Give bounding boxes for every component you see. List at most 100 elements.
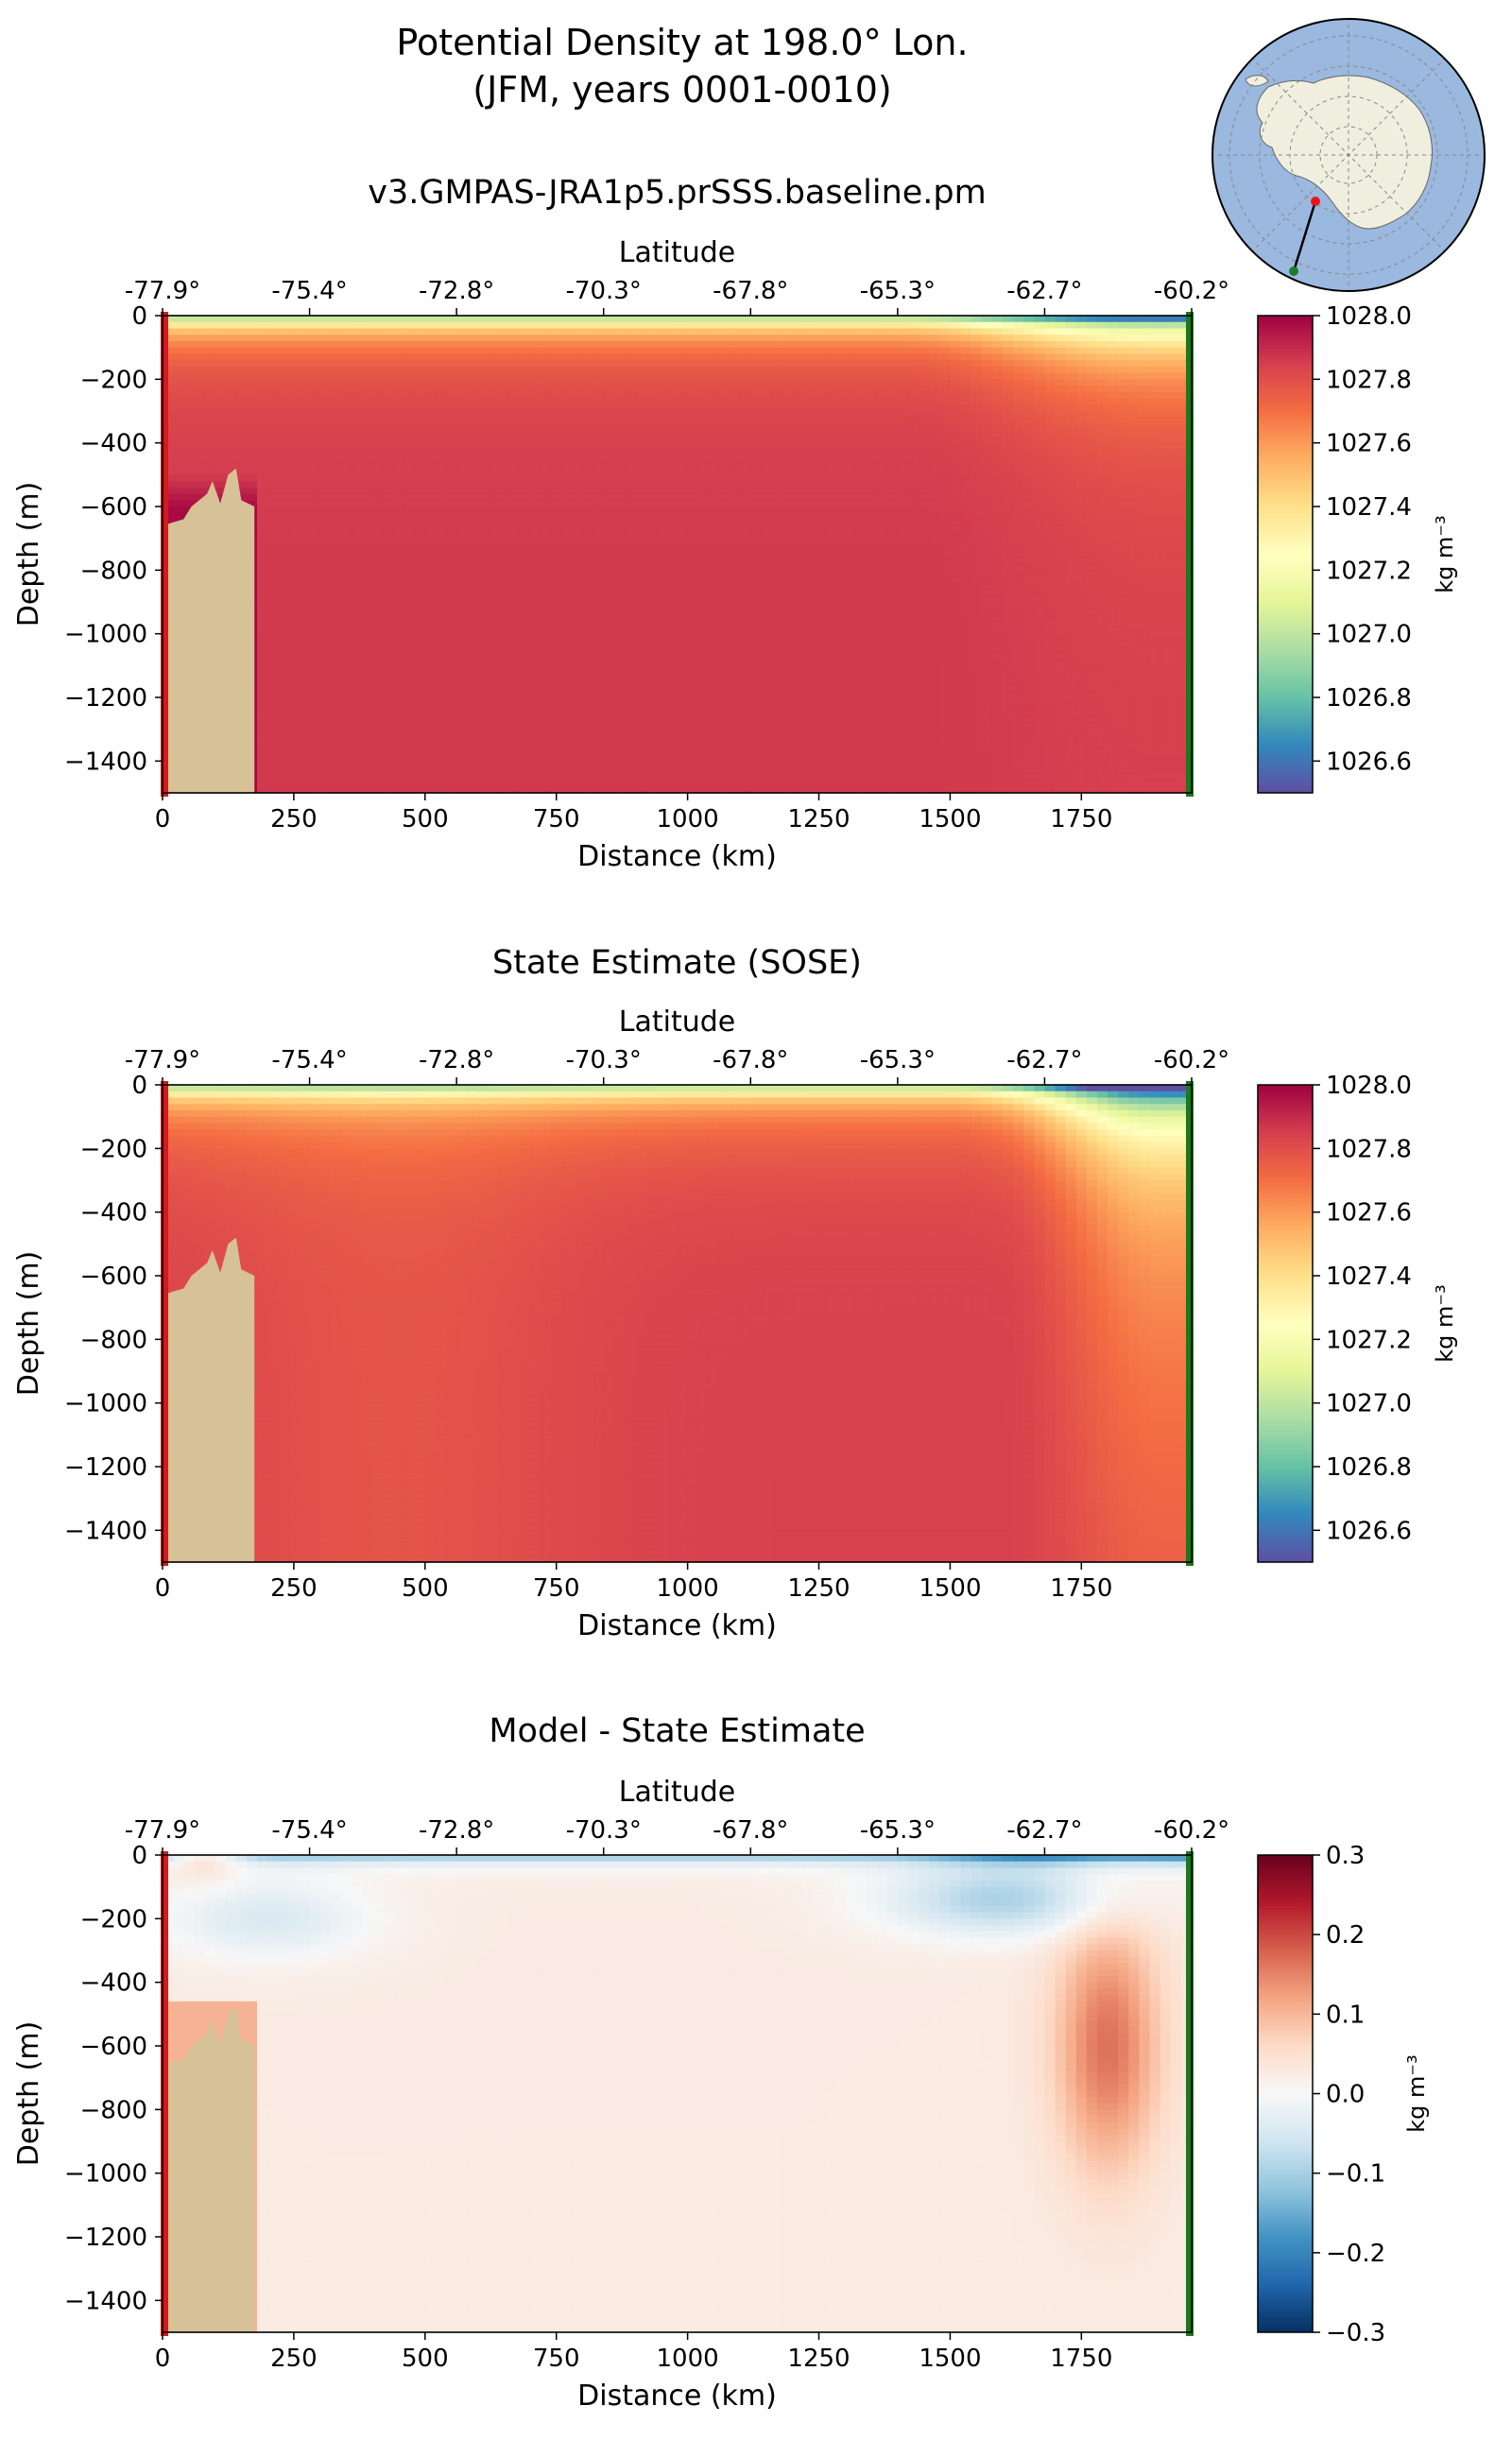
heatmap-cell [761, 608, 773, 616]
heatmap-cell [635, 735, 646, 743]
heatmap-cell [761, 691, 773, 698]
heatmap-cell [309, 563, 321, 571]
heatmap-cell [593, 633, 605, 641]
heatmap-cell [561, 500, 573, 507]
heatmap-cell [730, 531, 741, 540]
heatmap-cell [424, 372, 437, 380]
heatmap-cell [225, 335, 237, 342]
heatmap-cell [541, 512, 552, 521]
heatmap-cell [802, 512, 815, 521]
heatmap-cell [278, 563, 289, 571]
heatmap-cell [582, 563, 594, 571]
heatmap-cell [730, 703, 741, 712]
heatmap-cell [309, 773, 321, 782]
heatmap-cell [561, 442, 573, 450]
heatmap-cell [677, 335, 689, 342]
heatmap-cell [414, 531, 426, 540]
heatmap-cell [508, 627, 521, 635]
heatmap-cell [508, 773, 521, 782]
heatmap-cell [173, 328, 184, 335]
heatmap-cell [603, 557, 615, 565]
heatmap-cell [635, 487, 646, 495]
heatmap-cell [404, 538, 416, 545]
heatmap-cell [824, 773, 835, 782]
heatmap-cell [551, 360, 562, 368]
heatmap-cell [508, 691, 521, 698]
heatmap-cell [383, 754, 395, 762]
heatmap-cell [645, 773, 657, 782]
heatmap-cell [656, 672, 667, 679]
heatmap-cell [551, 507, 562, 514]
heatmap-cell [845, 386, 857, 393]
heatmap-cell [498, 404, 510, 412]
heatmap-cell [529, 455, 541, 463]
heatmap-cell [813, 404, 825, 412]
heatmap-cell [383, 544, 395, 552]
heatmap-cell [446, 659, 457, 666]
heatmap-cell [541, 761, 552, 768]
heatmap-cell [435, 468, 447, 475]
heatmap-cell [257, 366, 268, 374]
heatmap-cell [603, 474, 615, 482]
heatmap-cell [352, 710, 363, 717]
heatmap-cell [456, 398, 468, 405]
heatmap-cell [488, 372, 500, 380]
heatmap-cell [173, 360, 184, 368]
heatmap-cell [267, 340, 279, 349]
heatmap-cell [845, 519, 857, 526]
heatmap-cell [561, 430, 573, 438]
heatmap-cell [603, 691, 615, 698]
heatmap-cell [666, 481, 679, 489]
heatmap-cell [613, 404, 626, 412]
heatmap-cell [414, 722, 426, 730]
heatmap-cell [446, 665, 457, 673]
heatmap-cell [834, 665, 846, 673]
heatmap-cell [362, 684, 373, 692]
heatmap-cell [718, 321, 730, 330]
heatmap-cell [519, 722, 531, 730]
heatmap-cell [299, 366, 311, 374]
heatmap-cell [446, 722, 457, 730]
heatmap-cell [519, 742, 531, 749]
heatmap-cell [393, 652, 405, 661]
heatmap-cell [519, 411, 531, 419]
heatmap-cell [204, 347, 216, 354]
heatmap-cell [730, 398, 741, 405]
heatmap-cell [477, 461, 490, 470]
heatmap-cell [383, 608, 395, 616]
heatmap-cell [666, 328, 679, 335]
heatmap-cell [288, 652, 301, 661]
heatmap-cell [352, 551, 363, 558]
heatmap-cell [708, 340, 720, 349]
heatmap-cell [761, 722, 773, 730]
heatmap-cell [845, 767, 857, 775]
heatmap-cell [561, 531, 573, 540]
heatmap-cell [404, 328, 416, 335]
heatmap-cell [845, 507, 857, 514]
heatmap-cell [645, 640, 657, 647]
heatmap-cell [362, 340, 373, 349]
heatmap-cell [235, 366, 248, 374]
heatmap-cell [173, 449, 184, 456]
heatmap-cell [299, 525, 311, 533]
heatmap-cell [802, 640, 815, 647]
heatmap-cell [635, 449, 646, 456]
heatmap-cell [529, 710, 541, 717]
heatmap-cell [730, 481, 741, 489]
heatmap-cell [309, 640, 321, 647]
heatmap-cell [330, 461, 342, 470]
heatmap-cell [488, 442, 500, 450]
heatmap-cell [656, 449, 667, 456]
heatmap-cell [677, 481, 689, 489]
heatmap-cell [352, 703, 363, 712]
heatmap-cell [677, 691, 689, 698]
heatmap-cell [551, 366, 562, 374]
heatmap-cell [802, 455, 815, 463]
heatmap-cell [488, 411, 500, 419]
heatmap-cell [414, 767, 426, 775]
heatmap-cell [782, 519, 794, 526]
heatmap-cell [593, 570, 605, 577]
heatmap-cell [519, 519, 531, 526]
heatmap-cell [740, 321, 751, 330]
heatmap-cell [593, 455, 605, 463]
